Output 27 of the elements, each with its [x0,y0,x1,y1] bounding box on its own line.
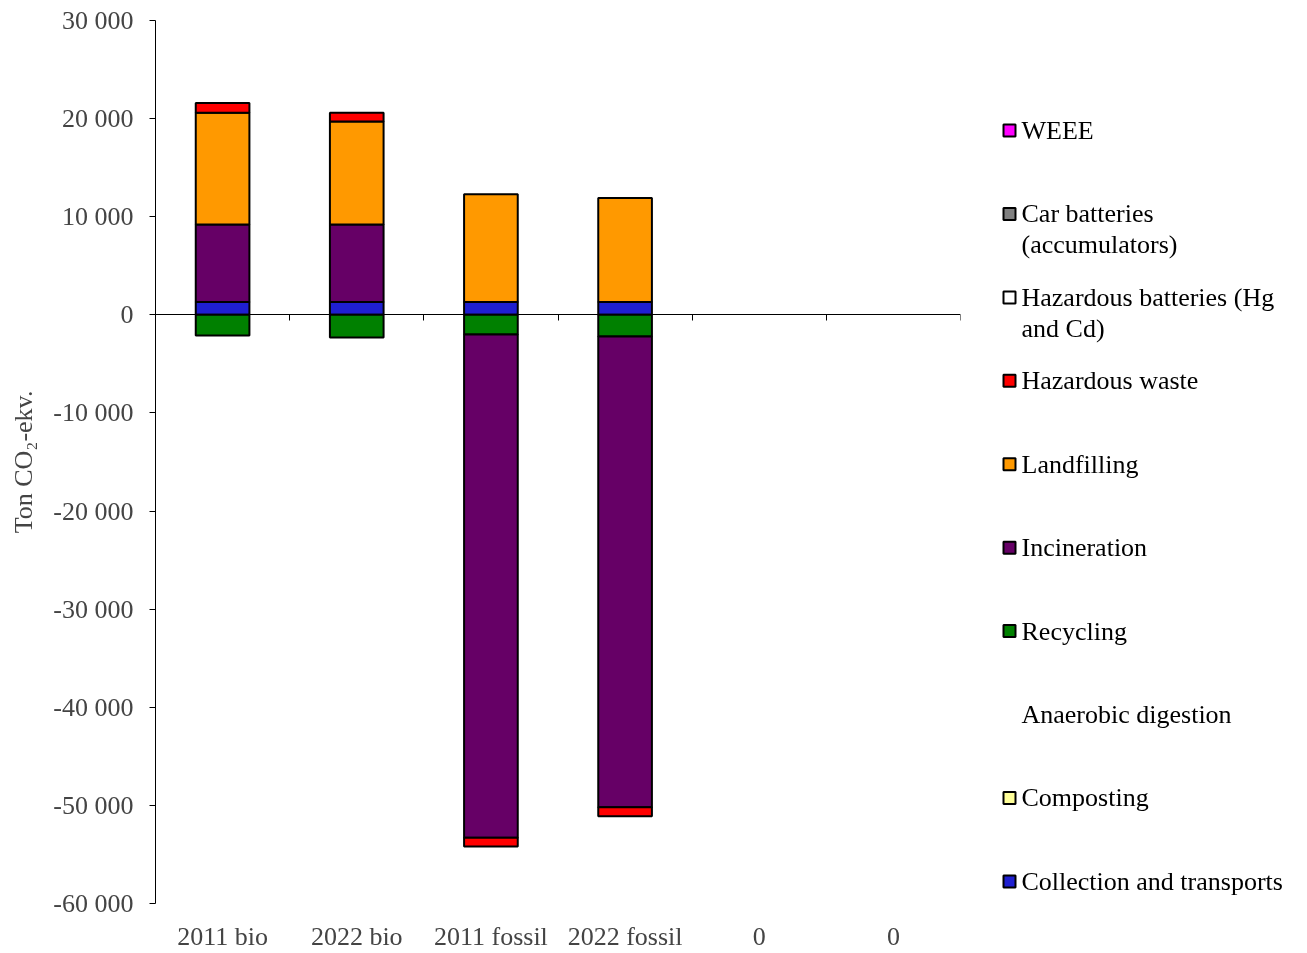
legend-label: Landfilling [1021,449,1139,479]
x-tick-label: 0 [886,921,900,951]
x-tick-label: 2011 fossil [433,921,548,951]
y-tick-label: -10 000 [53,398,134,428]
y-tick-label: -60 000 [53,889,134,918]
y-tick-label: -50 000 [53,790,134,820]
y-tick-label: 30 000 [62,6,134,35]
y-tick-label: -30 000 [53,594,134,624]
x-tick-label: 2022 fossil [567,921,683,951]
y-tick-label: 0 [120,300,134,330]
text: Anaerobic digestion [1021,700,1232,730]
y-tick-label: -40 000 [53,692,134,722]
legend-label: Hazardous waste [1021,366,1199,396]
legend-label: Collection and transports [1021,866,1283,896]
y-axis-title: Ton CO₂-ekv. [9,390,39,534]
legend-label: Car batteries (accumulators) [1021,199,1178,260]
legend-label: WEEE [1021,116,1094,146]
legend-label: Incineration [1021,533,1148,563]
x-tick-label: 2011 bio [177,921,268,951]
legend-label: Hazardous batteries (Hg and Cd) [1021,282,1275,343]
x-tick-label: 0 [752,921,766,951]
legend-label: Composting [1021,783,1149,813]
y-tick-label: 10 000 [62,202,134,232]
y-tick-label: -20 000 [53,496,134,526]
legend-label: Recycling [1021,616,1127,646]
x-tick-label: 2022 bio [310,921,403,951]
y-tick-label: 20 000 [62,104,134,134]
